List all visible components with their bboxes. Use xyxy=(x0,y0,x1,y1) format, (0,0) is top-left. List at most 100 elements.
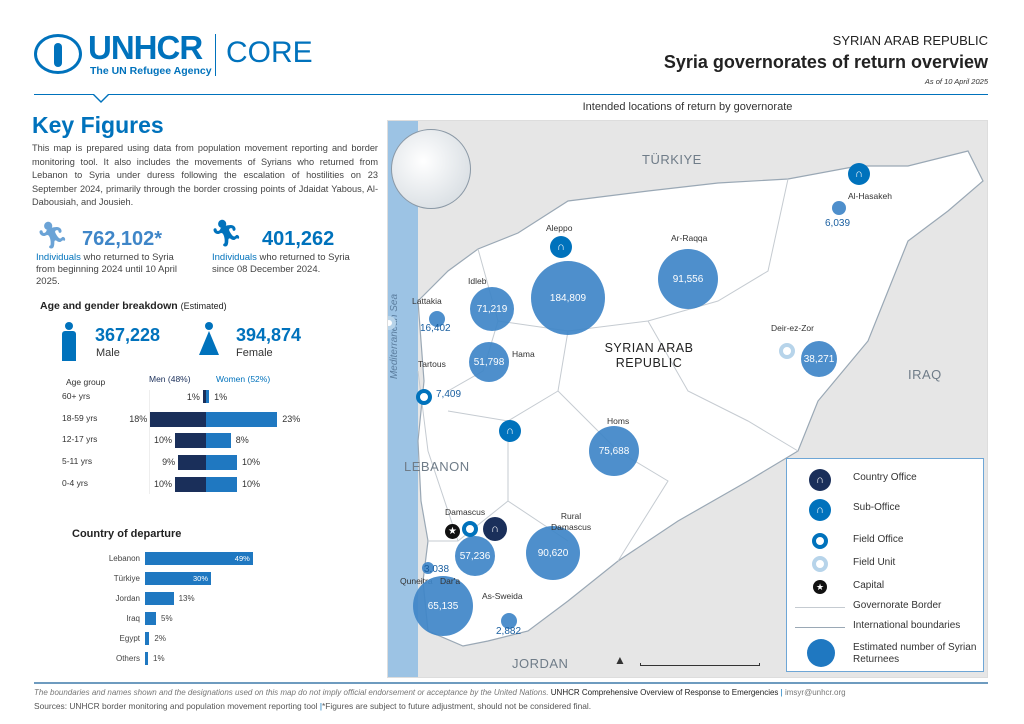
governorate-name: Rural Damascus xyxy=(551,511,592,532)
age-group-header: Age group xyxy=(66,377,106,387)
governorate-name: Aleppo xyxy=(546,223,573,233)
women-bar xyxy=(206,390,210,403)
legend-label: Governorate Border xyxy=(853,600,942,611)
governorate-value: 91,556 xyxy=(672,273,704,285)
returnee-walking-icon: 🏃︎ xyxy=(36,220,70,250)
governorate-name: As-Sweida xyxy=(482,591,523,601)
governorate-value: 6,039 xyxy=(825,218,851,229)
stat-highlight: Individuals xyxy=(212,252,257,263)
departure-pct: 2% xyxy=(154,634,166,643)
women-bar xyxy=(206,433,231,448)
women-pct: 8% xyxy=(235,435,249,445)
governorate-value: 2,882 xyxy=(496,626,522,637)
field-office-icon xyxy=(462,521,478,537)
governorate-value: 51,798 xyxy=(473,356,505,368)
sub-office-icon: ∩ xyxy=(550,236,572,258)
returnee-bubble[interactable]: 75,688 xyxy=(589,426,639,476)
key-figures-description: This map is prepared using data from pop… xyxy=(32,143,378,207)
men-pct: 9% xyxy=(162,457,176,467)
contact-email[interactable]: imsyr@unhcr.org xyxy=(784,688,846,697)
governorate-name: Quneitra xyxy=(400,576,433,586)
governorate-name: Hama xyxy=(512,349,535,359)
departure-bar xyxy=(145,592,174,605)
female-value: 394,874 xyxy=(236,325,302,345)
returnee-bubble[interactable]: 57,236 xyxy=(455,536,495,576)
returnee-bubble[interactable] xyxy=(501,613,517,629)
men-pct: 10% xyxy=(153,479,172,489)
returnee-bubble[interactable]: 38,271 xyxy=(801,341,837,377)
key-figures-title: Key Figures xyxy=(32,112,164,138)
label-lebanon: LEBANON xyxy=(404,459,470,474)
capital-star-icon: ★ xyxy=(813,580,827,594)
governorate-name: Tartous xyxy=(418,359,446,369)
returnee-bubble[interactable]: 51,798 xyxy=(469,342,509,382)
country-office-icon: ∩ xyxy=(483,517,507,541)
map[interactable]: TÜRKIYE IRAQ LEBANON JORDAN SYRIAN ARAB … xyxy=(387,120,988,678)
returnee-bubble[interactable]: 91,556 xyxy=(658,249,718,309)
returnee-bubble[interactable]: 71,219 xyxy=(470,287,514,331)
country-office-icon: ∩ xyxy=(809,469,831,491)
men-bar xyxy=(175,433,206,448)
departure-country: Lebanon xyxy=(108,554,140,563)
unhcr-emblem-icon xyxy=(34,34,82,74)
map-caption: Intended locations of return by governor… xyxy=(582,101,793,113)
age-group-label: 12-17 yrs xyxy=(62,434,98,444)
governorate-name: Damascus xyxy=(445,507,486,517)
women-pct: 1% xyxy=(214,392,228,402)
women-pct: 10% xyxy=(242,479,261,489)
male-value: 367,228 xyxy=(95,325,161,345)
governorate-name: Idleb xyxy=(468,276,487,286)
figures-note: *Figures are subject to future adjustmen… xyxy=(322,701,592,711)
legend-returnees: Estimated number of Syrian Returnees xyxy=(787,639,985,669)
women-header: Women (52%) xyxy=(216,374,271,384)
legend-gov-border: Governorate Border xyxy=(787,597,985,617)
label-turkiye: TÜRKIYE xyxy=(642,152,702,167)
page-title: Syria governorates of return overview xyxy=(663,52,988,72)
men-pct: 10% xyxy=(153,435,172,445)
footer-line-2: Sources: UNHCR border monitoring and pop… xyxy=(34,701,592,711)
returnee-bubble[interactable]: 90,620 xyxy=(526,526,580,580)
governorate-value: 38,271 xyxy=(803,353,835,365)
estimated-note: (Estimated) xyxy=(180,301,227,311)
sub-office-icon: ∩ xyxy=(809,499,831,521)
map-legend: ∩ Country Office ∩ Sub-Office Field Office… xyxy=(786,458,984,672)
footer-line-1: The boundaries and names shown and the d… xyxy=(34,688,846,697)
governorate-value: 57,236 xyxy=(459,550,491,562)
returnee-bubble[interactable]: 184,809 xyxy=(531,261,605,335)
legend-country-office: ∩ Country Office xyxy=(787,469,985,491)
stat-since-dec-text: Individuals who returned to Syria since … xyxy=(212,252,362,276)
legend-label: Field Office xyxy=(853,534,904,545)
governorate-name: Homs xyxy=(607,416,630,426)
departure-bar xyxy=(145,612,156,625)
footer-divider xyxy=(34,682,988,684)
core-text: UNHCR Comprehensive Overview of Response… xyxy=(550,688,779,697)
male-label: Male xyxy=(96,347,120,359)
label-jordan: JORDAN xyxy=(512,656,569,671)
country-name: SYRIAN ARAB REPUBLIC xyxy=(832,33,988,48)
men-header: Men (48%) xyxy=(149,374,191,384)
stat-highlight: Individuals xyxy=(36,252,81,263)
capital-star-icon: ★ xyxy=(445,524,460,539)
sub-office-icon: ∩ xyxy=(499,420,521,442)
label-iraq: IRAQ xyxy=(908,367,942,382)
header-divider xyxy=(34,94,988,95)
women-bar xyxy=(206,455,237,470)
field-unit-icon xyxy=(812,556,828,572)
returnee-bubble[interactable]: 65,135 xyxy=(413,576,473,636)
legend-label: Capital xyxy=(853,580,885,591)
returnee-bubble[interactable] xyxy=(422,562,434,574)
returnee-bubble[interactable] xyxy=(832,201,846,215)
field-office-icon xyxy=(416,389,432,405)
age-group-label: 5-11 yrs xyxy=(62,456,93,466)
pyramid-axis xyxy=(149,390,150,494)
governorate-value: 71,219 xyxy=(476,303,508,315)
returnee-bubble[interactable] xyxy=(429,311,445,327)
governorate-value: 90,620 xyxy=(537,547,569,559)
men-bar xyxy=(178,455,206,470)
women-pct: 23% xyxy=(282,414,301,424)
governorate-name: Ar-Raqqa xyxy=(671,233,708,243)
legend-capital: ★ Capital xyxy=(787,577,985,597)
age-group-label: 60+ yrs xyxy=(62,391,91,401)
governorate-value: 16,402 xyxy=(420,323,451,334)
core-label: CORE xyxy=(226,36,313,69)
